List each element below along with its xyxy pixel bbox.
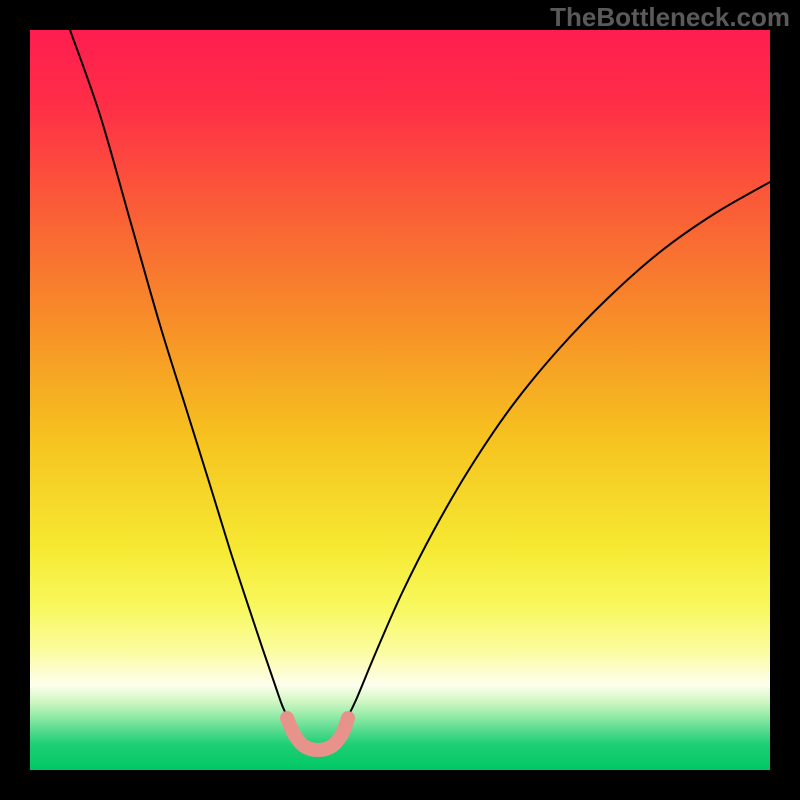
watermark-text: TheBottleneck.com — [550, 2, 790, 33]
chart-frame: TheBottleneck.com — [0, 0, 800, 800]
plot-area — [30, 30, 770, 770]
gradient-background — [30, 30, 770, 770]
chart-svg — [30, 30, 770, 770]
